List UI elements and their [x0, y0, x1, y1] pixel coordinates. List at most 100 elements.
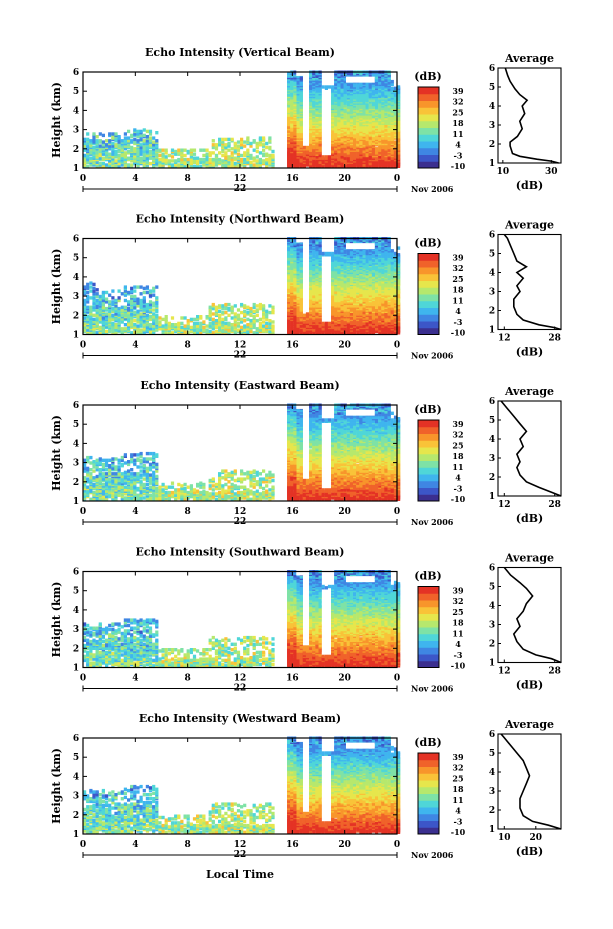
echo-cell — [243, 140, 246, 143]
heatmap — [83, 71, 400, 169]
echo-cell — [240, 326, 243, 329]
colorbar-swatch — [418, 141, 439, 148]
echo-cell — [196, 315, 199, 318]
echo-cell — [149, 130, 152, 133]
echo-cell — [221, 154, 224, 157]
echo-cell — [92, 146, 95, 149]
echo-cell — [165, 155, 168, 158]
echo-cell — [212, 312, 215, 315]
echo-cell — [171, 159, 174, 162]
echo-cell — [92, 132, 95, 135]
echo-cell — [218, 310, 221, 313]
echo-cell — [96, 292, 99, 295]
echo-cell — [268, 154, 271, 157]
avg-y-tick-label: 6 — [489, 64, 495, 74]
echo-cell — [111, 289, 114, 292]
echo-cell — [89, 306, 92, 309]
echo-cell — [227, 303, 230, 306]
echo-cell — [136, 139, 139, 142]
echo-cell — [127, 291, 130, 294]
echo-cell — [155, 296, 158, 299]
echo-cell — [237, 314, 240, 317]
echo-cell — [265, 310, 268, 313]
echo-cell — [177, 158, 180, 161]
echo-cell — [243, 310, 246, 313]
cloud-gap — [296, 70, 305, 76]
echo-cell — [130, 146, 133, 149]
echo-cell — [224, 303, 227, 306]
echo-cell — [136, 324, 139, 327]
echo-cell — [253, 139, 256, 142]
echo-cell — [86, 291, 89, 294]
echo-cell — [111, 296, 114, 299]
echo-cell — [89, 296, 92, 299]
echo-cell — [187, 150, 190, 153]
echo-cell — [155, 314, 158, 317]
echo-cell — [149, 315, 152, 318]
echo-cell — [133, 147, 136, 150]
echo-cell — [215, 154, 218, 157]
echo-cell — [262, 149, 265, 152]
echo-cell — [152, 287, 155, 290]
x-tick-label: 0 — [394, 174, 400, 184]
echo-cell — [127, 163, 130, 166]
echo-cell — [121, 327, 124, 330]
echo-cell — [265, 322, 268, 325]
echo-cell — [86, 306, 89, 309]
colorbar-swatch — [418, 128, 439, 135]
date-label: 22 — [234, 184, 247, 194]
panel-0: Echo Intensity (Vertical Beam)123456Heig… — [50, 46, 561, 194]
echo-cell — [99, 162, 102, 165]
echo-cell — [140, 299, 143, 302]
echo-cell — [249, 142, 252, 145]
echo-cell — [180, 326, 183, 329]
echo-cell — [202, 149, 205, 152]
colorbar-swatch — [418, 101, 439, 108]
echo-cell — [168, 322, 171, 325]
echo-cell — [168, 159, 171, 162]
echo-cell — [140, 285, 143, 288]
echo-cell — [114, 132, 117, 135]
echo-cell — [118, 154, 121, 157]
colorbar-swatch — [418, 107, 439, 114]
echo-cell — [89, 157, 92, 160]
echo-cell — [224, 138, 227, 141]
x-tick-label: 8 — [185, 174, 191, 184]
echo-cell — [246, 306, 249, 309]
echo-cell — [224, 316, 227, 319]
echo-cell — [256, 327, 259, 330]
echo-cell — [246, 149, 249, 152]
echo-cell — [124, 306, 127, 309]
x-tick-label: 12 — [234, 174, 247, 184]
echo-cell — [177, 322, 180, 325]
echo-cell — [218, 151, 221, 154]
echo-cell — [303, 314, 306, 317]
echo-cell — [256, 319, 259, 322]
echo-cell — [118, 135, 121, 138]
echo-cell — [231, 151, 234, 154]
echo-cell — [212, 151, 215, 154]
echo-cell — [143, 287, 146, 290]
echo-cell — [99, 326, 102, 329]
echo-cell — [218, 314, 221, 317]
echo-cell — [202, 320, 205, 323]
echo-cell — [158, 158, 161, 161]
avg-title: Average — [504, 52, 554, 65]
echo-cell — [259, 322, 262, 325]
echo-cell — [253, 310, 256, 313]
echo-cell — [130, 163, 133, 166]
y-tick-label: 4 — [73, 106, 79, 116]
echo-cell — [118, 289, 121, 292]
avg-y-tick-label: 3 — [489, 121, 495, 131]
colorbar-swatch — [418, 161, 439, 168]
echo-cell — [184, 149, 187, 152]
echo-cell — [152, 308, 155, 311]
echo-cell — [99, 144, 102, 147]
echo-cell — [171, 323, 174, 326]
echo-cell — [234, 312, 237, 315]
echo-cell — [108, 153, 111, 156]
echo-cell — [265, 142, 268, 145]
echo-cell — [375, 147, 378, 150]
echo-cell — [190, 326, 193, 329]
avg-frame — [498, 68, 561, 163]
